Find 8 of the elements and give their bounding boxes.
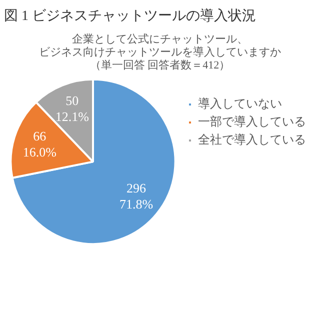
data-label: 296 71.8% [120, 180, 154, 212]
legend-label: 全社で導入している [198, 132, 306, 147]
legend-label: 一部で導入している [198, 114, 306, 129]
legend-label: 導入していない [198, 96, 282, 111]
data-label: 50 12.1% [55, 93, 90, 124]
data-label: 66 16.0% [22, 128, 57, 160]
chart-title: 図 1 ビジネスチャットツールの導入状況 [4, 8, 256, 24]
chart-subtitle: 企業として公式にチャットツール、ビジネス向けチャットツールを導入していますか（単一回答 回答者数＝412） [39, 32, 281, 72]
